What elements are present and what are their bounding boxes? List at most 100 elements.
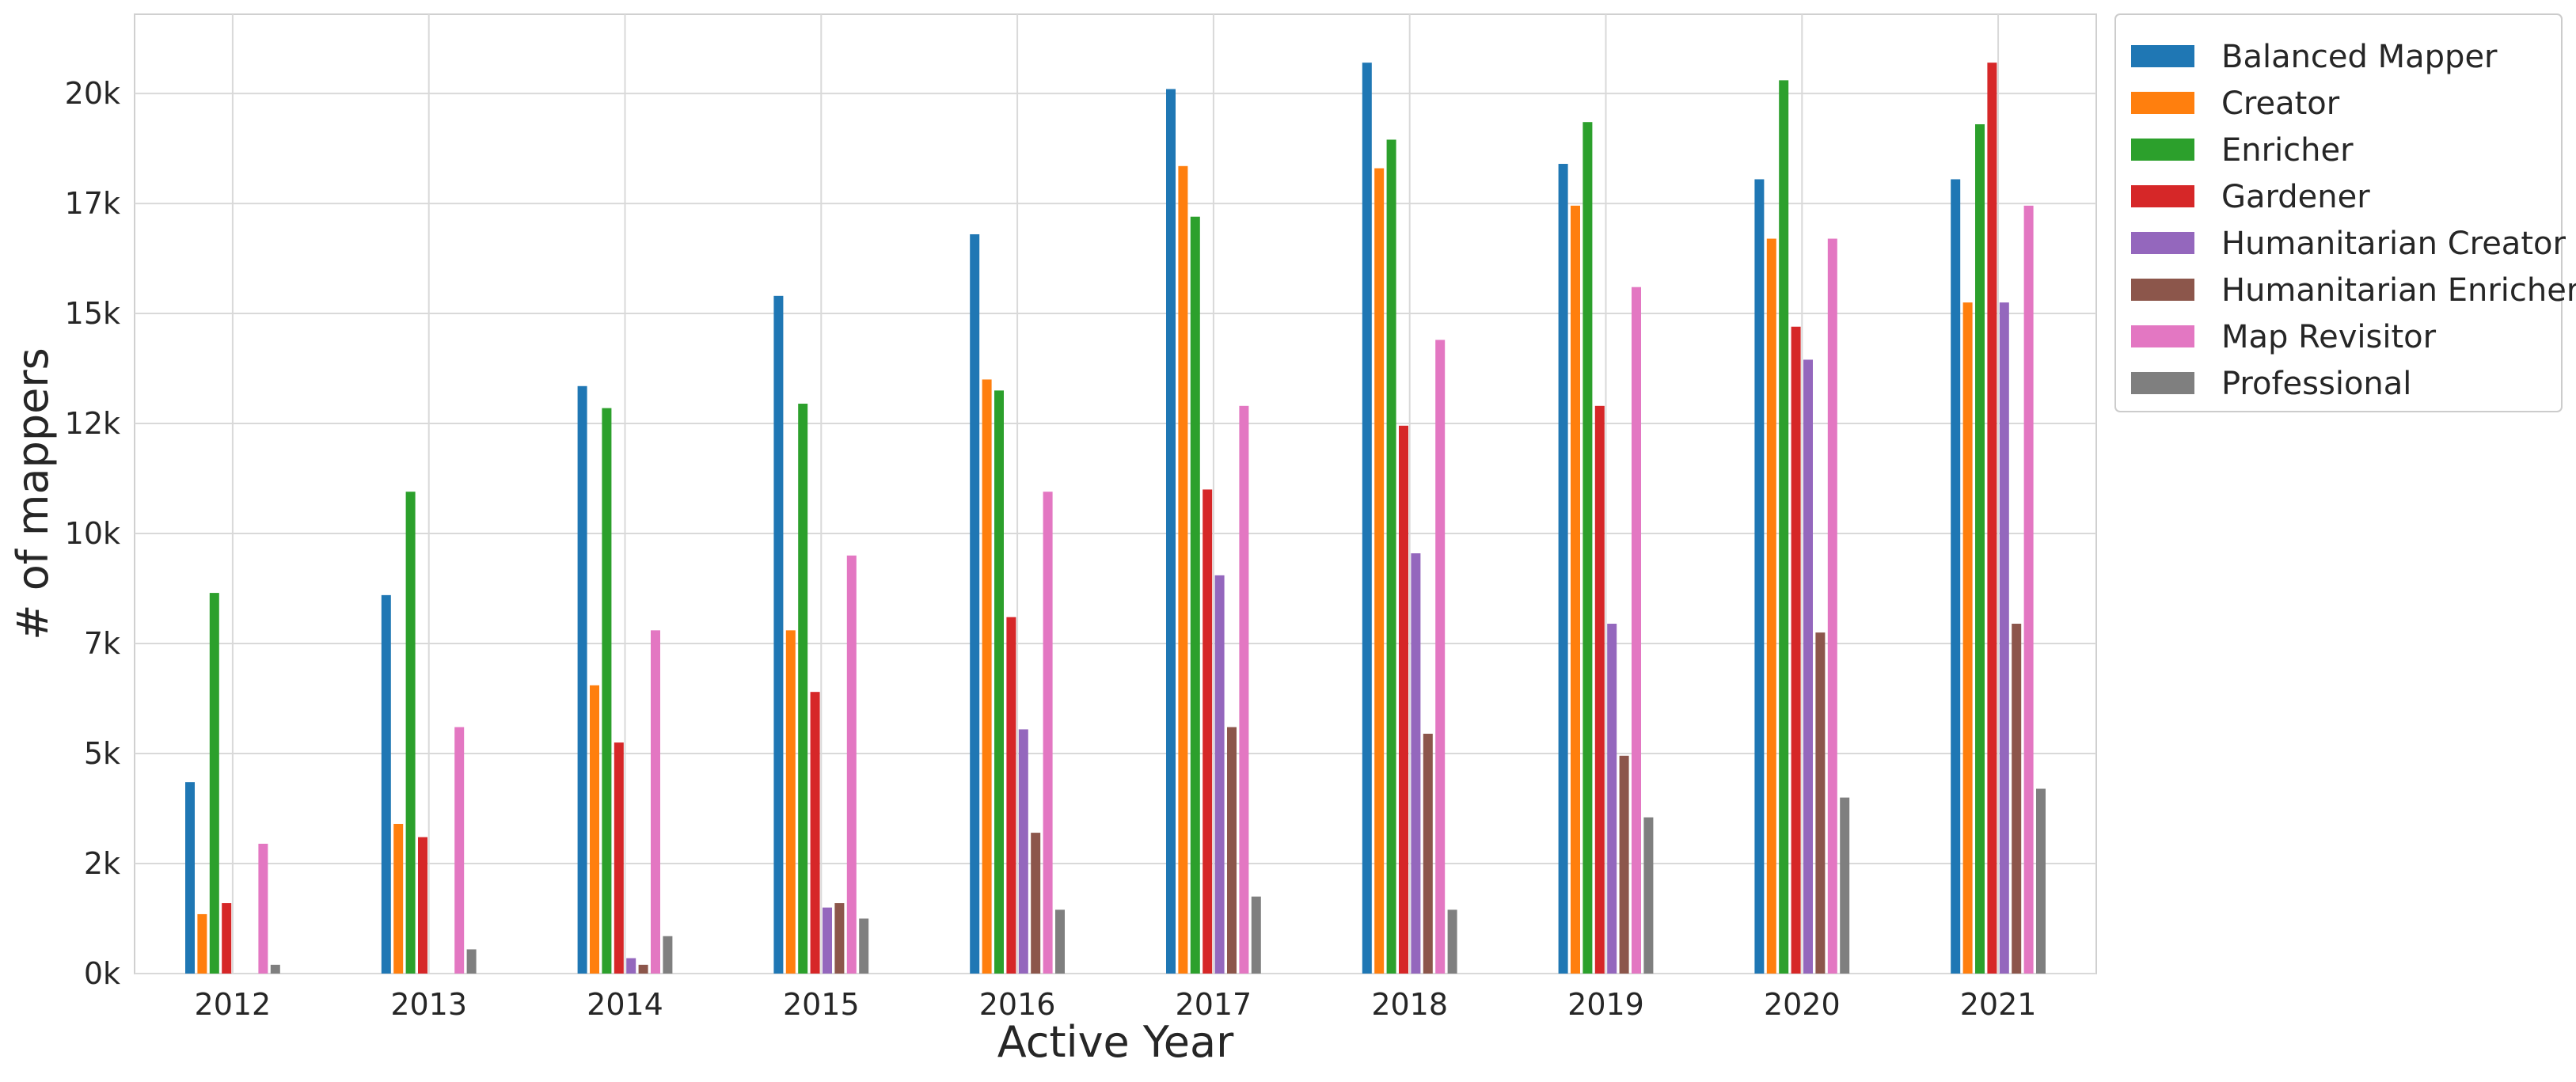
bar [626,958,636,974]
bar [1166,89,1176,974]
bar [614,742,624,974]
y-axis-title: # of mappers [8,347,58,640]
legend-label: Map Revisitor [2221,319,2437,355]
bar [773,295,784,974]
bar [1840,797,1850,974]
bar [785,630,796,974]
x-tick-label: 2015 [783,987,860,1022]
bar [1399,425,1408,974]
bar [1951,179,1961,974]
bar [798,404,808,974]
y-tick-label: 17k [65,186,120,221]
x-tick-label: 2020 [1764,987,1841,1022]
bar [1803,359,1813,974]
bar [1999,302,2009,974]
bar [982,379,992,974]
legend-swatch [2131,279,2194,301]
bar [1766,238,1776,974]
legend-label: Humanitarian Enricher [2221,272,2576,309]
bar [1815,632,1826,974]
bar [418,837,427,974]
bar [1791,326,1801,974]
bar [1178,165,1188,974]
bar [1227,727,1237,974]
bar [393,823,404,974]
bar [209,593,219,974]
legend-label: Professional [2221,366,2411,402]
bar [1190,216,1200,974]
legend-swatch [2131,232,2194,254]
bar [1987,63,1997,974]
y-tick-label: 20k [65,76,120,111]
bar [454,727,465,974]
bar [1607,624,1617,974]
bar [197,913,207,974]
legend-swatch [2131,92,2194,114]
bar [810,692,820,974]
legend-label: Gardener [2221,179,2370,215]
bar [1411,553,1421,974]
legend-frame [2114,13,2563,412]
y-tick-label: 0k [84,956,120,991]
bar [1435,340,1446,974]
bar [590,685,599,974]
bar [1962,302,1973,974]
legend-label: Enricher [2221,132,2354,169]
bar [823,907,832,974]
bar [846,555,857,974]
bars [185,63,2046,974]
bar [1594,405,1605,974]
bar [1975,123,1985,974]
bar [1006,617,1016,974]
bar [1827,238,1837,974]
bar [1619,755,1629,974]
bar [1447,909,1457,974]
y-tick-label: 15k [65,296,120,331]
bar [2012,624,2022,974]
bar [577,385,587,974]
bar [2023,205,2034,974]
y-tick-labels: 0k 2k 5k 7k 10k 12k 15k 17k 20k [65,76,120,991]
bar [185,782,195,974]
y-tick-label: 10k [65,516,120,551]
bar [1571,205,1580,974]
x-tick-label: 2018 [1371,987,1448,1022]
bar [1374,168,1385,974]
bar [222,903,232,974]
bar [405,492,416,974]
x-tick-label: 2017 [1176,987,1252,1022]
bar [834,903,845,974]
bar [1055,909,1065,974]
x-tick-label: 2021 [1960,987,2037,1022]
bar [1779,80,1789,974]
y-tick-label: 5k [84,736,120,771]
bar [258,843,268,974]
x-tick-labels: 2012 2013 2014 2015 2016 2017 2018 2019 2020 2021 [195,987,2037,1022]
legend-swatch [2131,325,2194,347]
bar [381,594,391,974]
legend-swatch [2131,372,2194,394]
bar [651,630,660,974]
x-tick-label: 2013 [390,987,467,1022]
bar [970,233,980,974]
bar [1018,729,1028,974]
bar [2036,788,2046,974]
bar [270,964,280,974]
bar [1643,817,1654,974]
bar [1754,179,1765,974]
bar [1386,139,1396,974]
x-tick-label: 2019 [1567,987,1644,1022]
bar [859,918,869,974]
bar [1239,405,1249,974]
bar [1043,492,1053,974]
bar [466,949,477,974]
x-tick-label: 2014 [587,987,663,1022]
x-tick-label: 2016 [979,987,1056,1022]
bar [1558,164,1568,974]
x-axis-title: Active Year [997,1017,1234,1067]
legend-swatch [2131,139,2194,161]
y-tick-label: 12k [65,406,120,441]
y-tick-label: 2k [84,846,120,881]
legend-label: Balanced Mapper [2221,39,2498,75]
bar [1214,575,1225,974]
